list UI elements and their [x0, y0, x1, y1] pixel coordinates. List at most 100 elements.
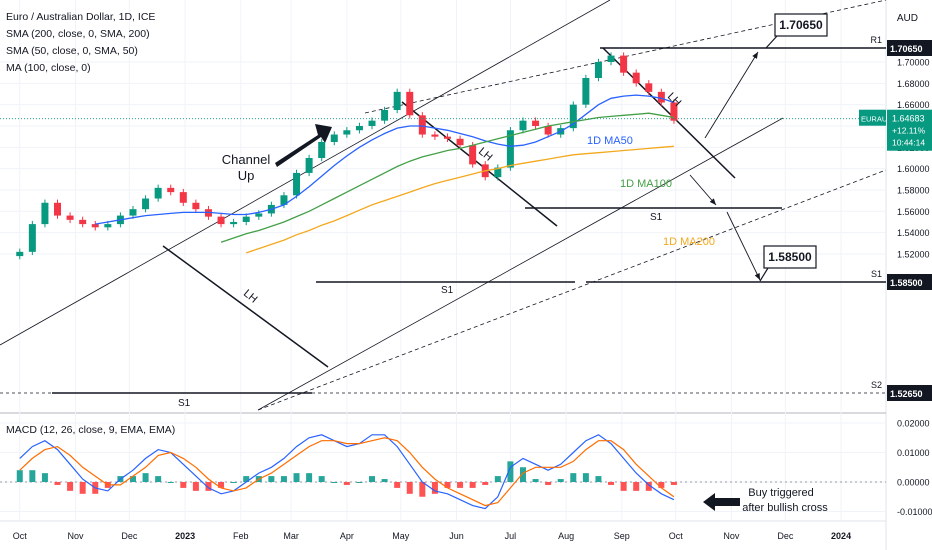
time-tick-label: Oct	[669, 531, 684, 541]
macd-histogram-bar	[570, 473, 577, 482]
price-tick-label: 1.54000	[897, 228, 930, 238]
candle-body	[406, 91, 414, 116]
price-tick-label: 1.58000	[897, 185, 930, 195]
macd-histogram-bar	[633, 482, 640, 491]
level-price-value: 1.58500	[890, 278, 923, 288]
candle-body	[645, 83, 653, 92]
candle-body	[569, 104, 577, 129]
candle-body	[217, 216, 225, 225]
level-label-s1: S1	[871, 269, 882, 279]
price-tag-change: +12.11%	[892, 126, 926, 136]
macd-title[interactable]: MACD (12, 26, close, 9, EMA, EMA)	[6, 424, 176, 436]
macd-histogram-bar	[444, 482, 451, 488]
time-tick-label: Apr	[340, 531, 354, 541]
macd-histogram-bar	[205, 482, 212, 491]
candle-body	[192, 202, 200, 210]
channel-up-label: Channel	[222, 152, 271, 167]
price-series	[16, 52, 678, 260]
target-box-r1	[774, 13, 828, 37]
signal-line	[19, 437, 675, 507]
candle-body	[494, 167, 502, 178]
channel-up-label-2: Up	[238, 168, 255, 183]
macd-histogram-bar	[142, 473, 149, 482]
currency-label: AUD	[896, 13, 918, 24]
macd-line	[19, 434, 675, 510]
ma50-label: 1D MA50	[587, 135, 633, 147]
candle-body	[506, 130, 514, 168]
1d-ma200-line	[245, 145, 674, 254]
candle-body	[179, 192, 187, 203]
level-price-box	[887, 274, 932, 290]
price-axis: 1.700001.680001.660001.640001.620001.600…	[897, 58, 930, 260]
candle-body	[79, 219, 87, 225]
macd-histogram-bar	[419, 482, 426, 497]
candle-body	[305, 157, 313, 173]
s1-label-1: S1	[178, 398, 191, 409]
candle-body	[418, 115, 426, 135]
macd-tick-label: 0.02000	[897, 419, 930, 429]
indicator-sma50[interactable]: SMA (50, close, 0, SMA, 50)	[6, 45, 138, 57]
price-tick-label: 1.68000	[897, 79, 930, 89]
macd-series	[0, 434, 886, 510]
macd-histogram-bar	[457, 482, 464, 488]
macd-histogram-bar	[658, 482, 665, 488]
macd-histogram-bar	[343, 482, 350, 485]
macd-axis: 0.02000 0.01000 0.00000 -0.01000	[897, 419, 932, 518]
macd-note-line-1: Buy triggered	[748, 487, 813, 499]
candle-body	[607, 55, 615, 62]
candle-body	[330, 134, 338, 142]
symbol-tag: EURAUD	[861, 115, 893, 124]
candle-body	[142, 198, 150, 210]
candle-body	[431, 134, 439, 137]
target-label-r1: 1.70650	[779, 18, 823, 32]
macd-histogram-bar	[293, 473, 300, 482]
candle-body	[670, 102, 678, 121]
macd-histogram-bar	[532, 479, 539, 482]
time-tick-label: Dec	[777, 531, 794, 541]
candle-body	[519, 120, 527, 131]
s1-label-2: S1	[441, 285, 454, 296]
indicator-ma100[interactable]: MA (100, close, 0)	[6, 62, 91, 74]
candle-body	[242, 216, 250, 222]
price-tag-value: 1.64683	[892, 114, 925, 124]
macd-histogram-bar	[406, 482, 413, 494]
candle-body	[532, 120, 540, 126]
macd-histogram-bar	[268, 476, 275, 482]
macd-histogram-bar	[243, 476, 250, 482]
candle-body	[16, 251, 24, 257]
macd-note-arrow	[703, 493, 740, 511]
candle-body	[293, 172, 301, 196]
candle-body	[544, 125, 552, 135]
macd-histogram-bar	[129, 476, 136, 482]
time-tick-label: May	[392, 531, 410, 541]
level-label-r1: R1	[870, 35, 882, 45]
candle-body	[167, 187, 175, 193]
time-axis: Oct Nov Dec 2023 Feb Mar Apr May Jun Jul Aug Sep Oct…	[13, 531, 851, 541]
macd-histogram-bar	[67, 482, 74, 491]
macd-tick-label: 0.00000	[897, 478, 930, 488]
candle-body	[443, 136, 451, 139]
chart-annotations: R11.70650S11.58500S21.52650ChannelUpLHLH…	[0, 13, 932, 514]
ma100-label: 1D MA100	[620, 178, 672, 190]
target-pointer-s1	[759, 267, 769, 282]
macd-histogram-bar	[381, 479, 388, 482]
macd-histogram-bar	[356, 482, 363, 483]
s1-label-3: S1	[650, 212, 663, 223]
candle-body	[393, 91, 401, 110]
candle-body	[66, 215, 74, 220]
macd-histogram-bar	[167, 482, 174, 483]
macd-histogram-bar	[218, 482, 225, 488]
channel-lower-dashed	[257, 169, 887, 411]
time-tick-label: Sep	[614, 531, 630, 541]
target-label-s1: 1.58500	[768, 250, 812, 264]
time-tick-label: Feb	[233, 531, 249, 541]
macd-histogram-bar	[582, 473, 589, 482]
candle-body	[381, 109, 389, 121]
macd-tick-label: 0.01000	[897, 448, 930, 458]
price-tick-label: 1.66000	[897, 100, 930, 110]
time-tick-label: Oct	[13, 531, 28, 541]
indicator-sma200[interactable]: SMA (200, close, 0, SMA, 200)	[6, 28, 150, 40]
macd-histogram-bar	[431, 482, 438, 494]
time-tick-label: Jun	[449, 531, 464, 541]
